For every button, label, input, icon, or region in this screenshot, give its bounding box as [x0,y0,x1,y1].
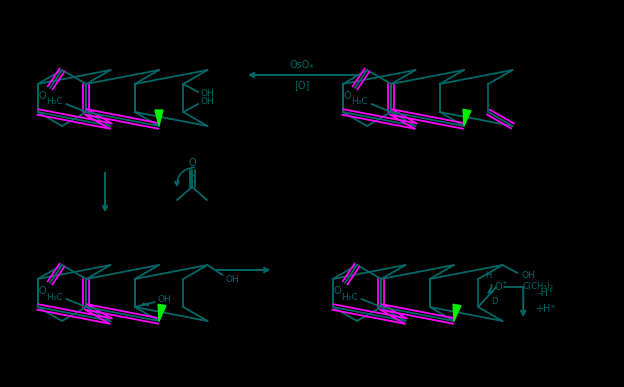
Text: OH: OH [226,274,240,284]
Text: D̄: D̄ [491,296,497,305]
Text: H: H [485,271,492,279]
Text: OsO₄: OsO₄ [290,60,314,70]
Text: O: O [343,91,351,101]
Text: O: O [188,158,196,168]
Text: OH: OH [200,89,214,99]
Text: O: O [38,286,46,296]
Text: +H⁺: +H⁺ [535,304,555,314]
Polygon shape [158,304,166,321]
Text: +: + [501,280,507,286]
Text: OH: OH [200,98,214,106]
Text: [O]: [O] [295,80,310,90]
Text: H₃C: H₃C [46,293,62,301]
Text: H₃C: H₃C [351,98,368,106]
Text: C(CH₃)₂: C(CH₃)₂ [523,283,554,291]
Text: -H⁺: -H⁺ [537,288,553,298]
Polygon shape [463,109,471,126]
Text: H₃C: H₃C [46,98,62,106]
Polygon shape [453,304,461,321]
Text: OH: OH [158,296,172,305]
Text: OH: OH [522,271,535,279]
Text: C: C [189,175,195,185]
Text: O: O [333,286,341,296]
Text: O: O [494,282,502,292]
Text: O: O [38,91,46,101]
Polygon shape [155,110,163,126]
Text: H₃C: H₃C [341,293,358,301]
